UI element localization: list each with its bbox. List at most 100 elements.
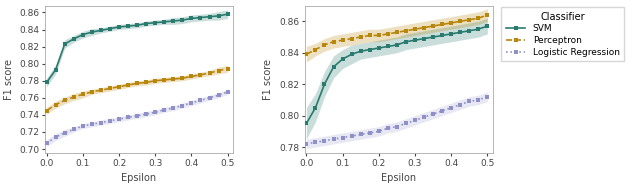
Line: Logistic Regression: Logistic Regression: [45, 90, 229, 145]
SVM: [61, 43, 68, 45]
Perceptron: [88, 91, 96, 93]
Perceptron: [339, 39, 346, 41]
Line: Perceptron: Perceptron: [45, 67, 229, 112]
SVM: [484, 25, 492, 27]
Perceptron: [196, 74, 204, 76]
SVM: [312, 107, 319, 109]
SVM: [170, 20, 177, 22]
Perceptron: [348, 37, 355, 40]
Perceptron: [465, 19, 473, 21]
Line: Perceptron: Perceptron: [305, 13, 489, 56]
SVM: [339, 58, 346, 60]
Logistic Regression: [339, 137, 346, 139]
Logistic Regression: [330, 138, 337, 140]
SVM: [133, 24, 141, 26]
SVM: [124, 25, 132, 27]
Line: SVM: SVM: [305, 24, 489, 125]
SVM: [161, 21, 168, 23]
Logistic Regression: [348, 135, 355, 137]
SVM: [330, 66, 337, 68]
Perceptron: [438, 23, 446, 26]
Perceptron: [474, 17, 482, 19]
Logistic Regression: [312, 141, 319, 143]
X-axis label: Epsilon: Epsilon: [381, 174, 416, 183]
SVM: [303, 122, 310, 125]
Perceptron: [188, 75, 195, 78]
Logistic Regression: [357, 133, 365, 136]
Logistic Regression: [375, 130, 383, 132]
SVM: [348, 53, 355, 56]
Perceptron: [170, 78, 177, 80]
Logistic Regression: [205, 97, 213, 99]
Logistic Regression: [179, 104, 186, 107]
Perceptron: [61, 99, 68, 102]
Perceptron: [79, 93, 86, 96]
Legend: SVM, Perceptron, Logistic Regression: SVM, Perceptron, Logistic Regression: [501, 7, 624, 61]
Logistic Regression: [97, 122, 105, 124]
SVM: [205, 16, 213, 18]
SVM: [70, 38, 77, 40]
Logistic Regression: [152, 111, 159, 114]
Perceptron: [179, 77, 186, 79]
Logistic Regression: [321, 140, 328, 142]
SVM: [224, 13, 232, 15]
Logistic Regression: [161, 109, 168, 111]
Logistic Regression: [366, 132, 374, 134]
Logistic Regression: [115, 118, 123, 120]
SVM: [366, 48, 374, 51]
Perceptron: [303, 53, 310, 56]
Logistic Regression: [88, 123, 96, 125]
SVM: [456, 31, 464, 33]
Perceptron: [429, 25, 437, 27]
SVM: [196, 16, 204, 19]
SVM: [43, 81, 51, 84]
Perceptron: [115, 86, 123, 88]
Perceptron: [321, 44, 328, 46]
Perceptron: [214, 69, 222, 72]
Logistic Regression: [188, 102, 195, 104]
Perceptron: [70, 96, 77, 98]
Perceptron: [224, 68, 232, 70]
Perceptron: [375, 34, 383, 37]
SVM: [474, 28, 482, 30]
SVM: [214, 15, 222, 17]
Perceptron: [142, 81, 150, 84]
Y-axis label: F1 score: F1 score: [4, 59, 13, 100]
Perceptron: [205, 72, 213, 74]
Perceptron: [384, 33, 392, 35]
Logistic Regression: [61, 132, 68, 134]
SVM: [357, 50, 365, 52]
Perceptron: [312, 48, 319, 51]
Logistic Regression: [70, 128, 77, 131]
Logistic Regression: [411, 119, 419, 122]
Logistic Regression: [456, 103, 464, 106]
SVM: [411, 39, 419, 41]
Perceptron: [402, 30, 410, 32]
Logistic Regression: [438, 110, 446, 112]
Perceptron: [456, 20, 464, 22]
Perceptron: [43, 110, 51, 112]
Line: Logistic Regression: Logistic Regression: [305, 95, 489, 146]
Perceptron: [447, 22, 455, 24]
Logistic Regression: [52, 136, 60, 138]
Perceptron: [366, 34, 374, 37]
Logistic Regression: [402, 122, 410, 125]
SVM: [420, 37, 428, 40]
Logistic Regression: [303, 143, 310, 145]
Y-axis label: F1 score: F1 score: [263, 59, 273, 100]
SVM: [447, 33, 455, 35]
SVM: [142, 22, 150, 25]
Logistic Regression: [196, 99, 204, 102]
Logistic Regression: [447, 107, 455, 109]
SVM: [375, 47, 383, 49]
Logistic Regression: [420, 116, 428, 118]
Perceptron: [133, 82, 141, 85]
SVM: [465, 30, 473, 32]
Logistic Regression: [474, 99, 482, 101]
Perceptron: [393, 31, 401, 33]
SVM: [393, 44, 401, 46]
Perceptron: [330, 41, 337, 43]
SVM: [321, 83, 328, 85]
SVM: [79, 33, 86, 36]
Line: SVM: SVM: [45, 12, 229, 84]
